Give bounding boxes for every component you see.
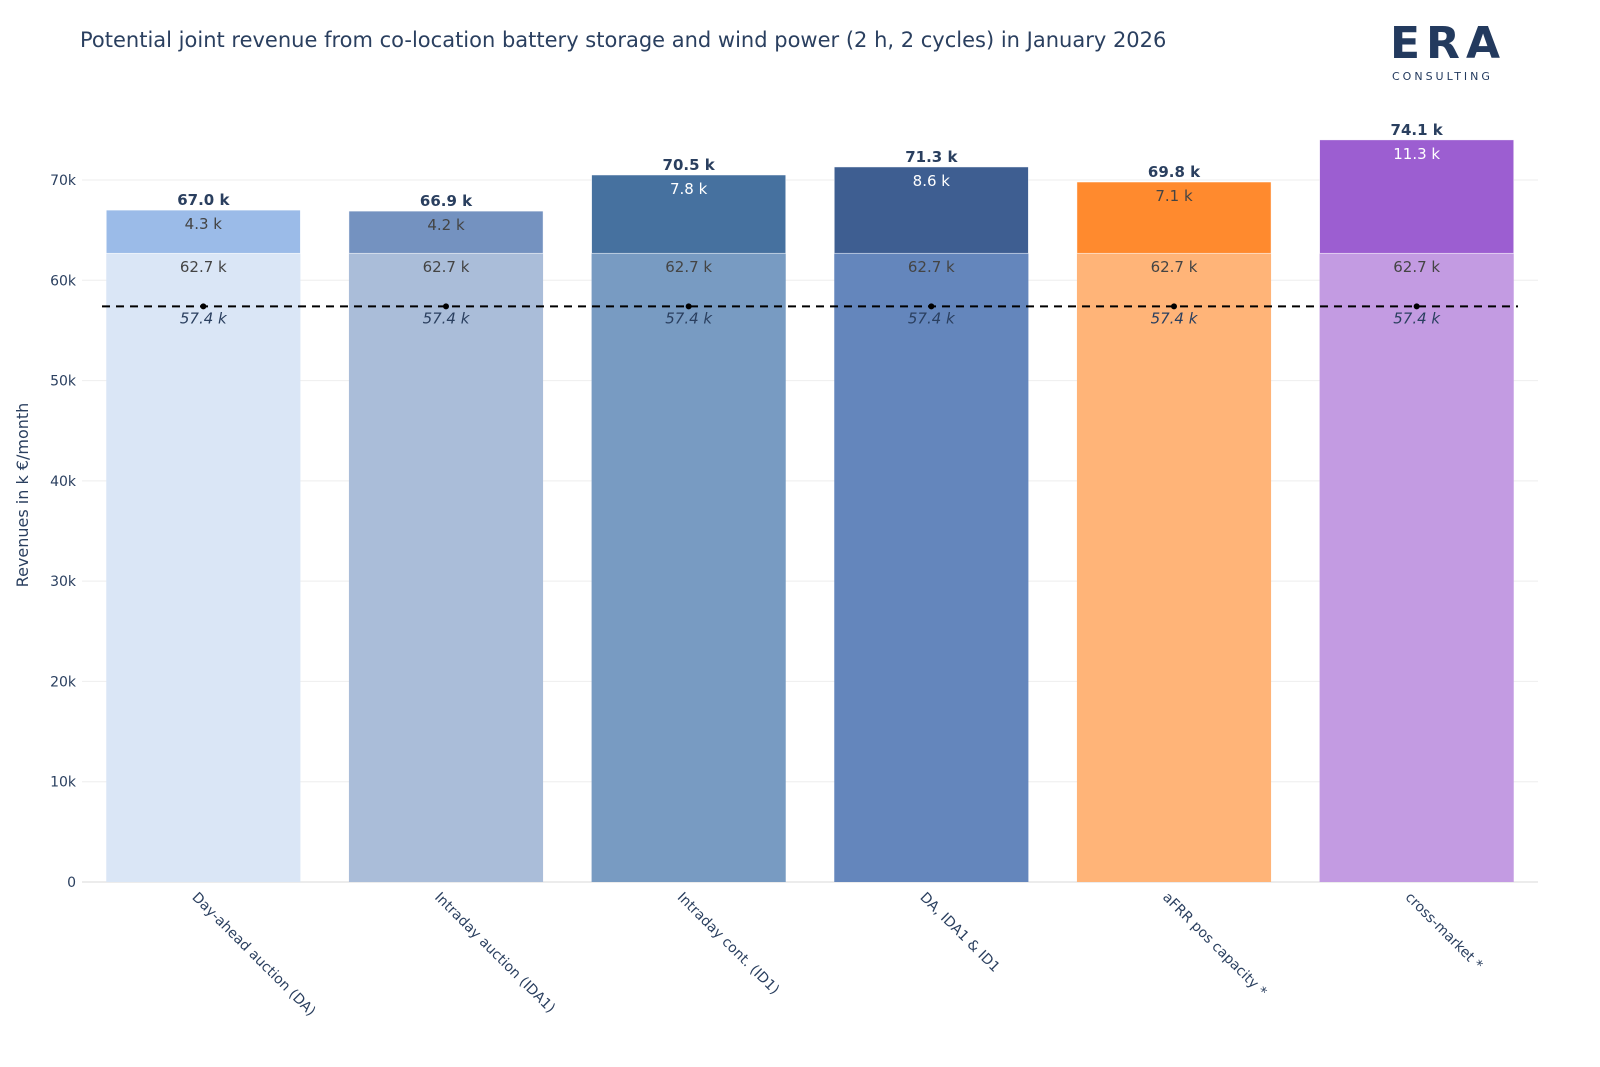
y-tick-label: 10k [50, 775, 77, 791]
x-tick-label: Intraday auction (IDA1) [431, 890, 558, 1017]
reference-line: 57.4 k 57.4 k 57.4 k 57.4 k 57.4 k 57.4 k [102, 303, 1518, 327]
y-tick-label: 40k [50, 474, 77, 490]
y-axis: 0 10k 20k 30k 40k 50k 60k 70k [50, 173, 77, 891]
top-segment-label: 7.8 k [670, 180, 708, 198]
reference-label: 57.4 k [423, 309, 471, 327]
x-tick-label: Intraday cont. (ID1) [674, 890, 782, 998]
total-label: 71.3 k [905, 148, 958, 166]
total-label: 74.1 k [1391, 121, 1444, 139]
y-tick-label: 30k [50, 574, 77, 590]
top-segment-label: 8.6 k [913, 172, 951, 190]
x-tick-label: aFRR pos capacity * [1159, 890, 1270, 1001]
bars [106, 139, 1514, 883]
base-segment-label: 62.7 k [908, 258, 955, 276]
y-tick-label: 0 [67, 875, 76, 891]
y-tick-label: 70k [50, 173, 77, 189]
top-segment-label: 4.2 k [427, 216, 465, 234]
reference-label: 57.4 k [665, 309, 713, 327]
bar-base [591, 253, 786, 883]
x-tick-label: DA, IDA1 & ID1 [917, 890, 1003, 976]
reference-point [200, 303, 207, 310]
bar-base [1319, 253, 1514, 883]
top-segment-label: 4.3 k [185, 215, 223, 233]
reference-point [443, 303, 449, 310]
reference-point [685, 303, 692, 310]
x-tick-label: cross-market * [1402, 890, 1486, 974]
bar-top [591, 174, 786, 254]
bar-top [106, 209, 301, 254]
bar-top [348, 210, 544, 254]
bar-base [834, 253, 1029, 883]
data-labels: 67.0 k 4.3 k 62.7 k 66.9 k 4.2 k 62.7 k 70.5 k… [177, 121, 1444, 276]
reference-point [1171, 303, 1177, 310]
bar-top [1076, 181, 1272, 254]
total-label: 70.5 k [663, 156, 716, 174]
total-label: 67.0 k [177, 191, 230, 209]
total-label: 66.9 k [420, 192, 473, 210]
base-segment-label: 62.7 k [665, 258, 712, 276]
bar-base [106, 253, 301, 883]
y-tick-label: 20k [50, 674, 77, 690]
base-segment-label: 62.7 k [1151, 258, 1198, 276]
y-tick-label: 50k [50, 374, 77, 390]
chart-title: Potential joint revenue from co-location… [80, 28, 1167, 52]
y-tick-label: 60k [50, 273, 77, 289]
logo-wordmark: ERA [1390, 18, 1506, 69]
base-segment-label: 62.7 k [423, 258, 470, 276]
top-segment-label: 7.1 k [1155, 187, 1193, 205]
logo-subtitle: CONSULTING [1392, 70, 1493, 83]
reference-label: 57.4 k [1151, 309, 1199, 327]
x-tick-label: Day-ahead auction (DA) [189, 890, 319, 1020]
reference-label: 57.4 k [180, 309, 228, 327]
reference-point [928, 303, 935, 310]
bar-base [1076, 253, 1272, 883]
top-segment-label: 11.3 k [1393, 145, 1440, 163]
era-consulting-logo: ERA CONSULTING [1390, 18, 1520, 88]
x-axis: Day-ahead auction (DA) Intraday auction (… [189, 890, 1486, 1020]
reference-label: 57.4 k [908, 309, 956, 327]
gridlines [82, 179, 1538, 883]
y-axis-label: Revenues in k €/month [13, 403, 32, 588]
base-segment-label: 62.7 k [1393, 258, 1440, 276]
total-label: 69.8 k [1148, 163, 1201, 181]
bar-top [834, 166, 1029, 254]
base-segment-label: 62.7 k [180, 258, 227, 276]
bar-base [348, 253, 544, 883]
reference-label: 57.4 k [1393, 309, 1441, 327]
reference-point [1413, 303, 1420, 310]
bar-top [1319, 139, 1514, 254]
